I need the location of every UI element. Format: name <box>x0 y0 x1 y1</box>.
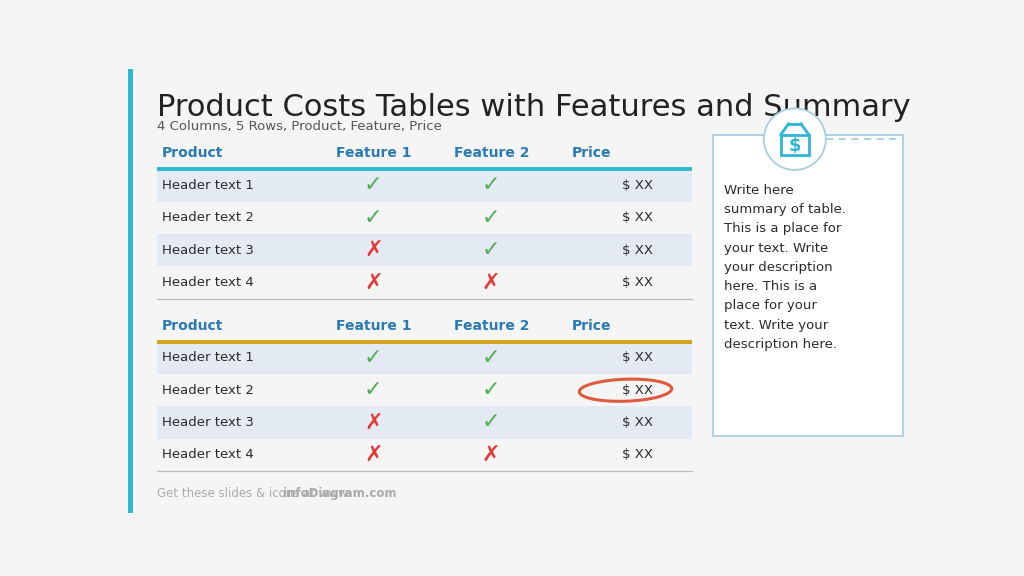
Text: Feature 1: Feature 1 <box>336 146 412 160</box>
Text: ✓: ✓ <box>481 175 501 195</box>
Text: $ XX: $ XX <box>622 384 652 397</box>
Circle shape <box>764 108 825 170</box>
Text: Price: Price <box>571 319 611 332</box>
Bar <box>781 135 809 154</box>
Text: Header text 2: Header text 2 <box>162 384 254 397</box>
Text: ✓: ✓ <box>481 380 501 400</box>
Text: This is a place for: This is a place for <box>724 222 842 236</box>
Text: here. This is a: here. This is a <box>724 280 817 293</box>
Text: ✓: ✓ <box>364 208 383 228</box>
Text: text. Write your: text. Write your <box>724 319 828 332</box>
Text: Header text 3: Header text 3 <box>162 244 254 256</box>
Text: $ XX: $ XX <box>622 276 652 289</box>
Text: place for your: place for your <box>724 300 817 312</box>
Text: ✓: ✓ <box>481 208 501 228</box>
Bar <box>158 407 692 439</box>
Text: ✗: ✗ <box>364 412 383 433</box>
Text: $ XX: $ XX <box>622 179 652 192</box>
Text: ✗: ✗ <box>364 272 383 293</box>
Text: Header text 3: Header text 3 <box>162 416 254 429</box>
Text: Header text 4: Header text 4 <box>162 448 254 461</box>
Text: Header text 1: Header text 1 <box>162 179 254 192</box>
Bar <box>158 202 692 234</box>
Text: Feature 1: Feature 1 <box>336 319 412 332</box>
Text: Feature 2: Feature 2 <box>454 146 529 160</box>
Text: Product: Product <box>162 146 223 160</box>
Bar <box>158 439 692 471</box>
Text: ✓: ✓ <box>481 240 501 260</box>
Text: Feature 2: Feature 2 <box>454 319 529 332</box>
Text: your text. Write: your text. Write <box>724 241 828 255</box>
Text: Product: Product <box>162 319 223 332</box>
Text: description here.: description here. <box>724 338 837 351</box>
Text: ✓: ✓ <box>481 412 501 433</box>
Text: Header text 4: Header text 4 <box>162 276 254 289</box>
Bar <box>158 234 692 266</box>
Bar <box>158 374 692 407</box>
Text: Write here: Write here <box>724 184 794 197</box>
Text: Get these slides & icons at www.: Get these slides & icons at www. <box>158 487 351 501</box>
Bar <box>128 69 133 513</box>
Bar <box>158 342 692 374</box>
Text: your description: your description <box>724 261 833 274</box>
Text: $ XX: $ XX <box>622 448 652 461</box>
Text: infoDiagram.com: infoDiagram.com <box>283 487 396 501</box>
Text: Header text 1: Header text 1 <box>162 351 254 365</box>
Text: ✓: ✓ <box>364 175 383 195</box>
Text: ✓: ✓ <box>481 348 501 368</box>
Text: 4 Columns, 5 Rows, Product, Feature, Price: 4 Columns, 5 Rows, Product, Feature, Pri… <box>158 120 442 133</box>
Text: ✓: ✓ <box>364 348 383 368</box>
Text: ✗: ✗ <box>481 445 501 465</box>
Text: ✗: ✗ <box>364 240 383 260</box>
Text: Product Costs Tables with Features and Summary: Product Costs Tables with Features and S… <box>158 93 911 122</box>
Text: $: $ <box>788 137 801 155</box>
Text: Header text 2: Header text 2 <box>162 211 254 224</box>
Text: summary of table.: summary of table. <box>724 203 846 216</box>
Text: ✓: ✓ <box>364 380 383 400</box>
Text: $ XX: $ XX <box>622 244 652 256</box>
Text: $ XX: $ XX <box>622 351 652 365</box>
Text: ✗: ✗ <box>481 272 501 293</box>
Text: $ XX: $ XX <box>622 211 652 224</box>
Text: Price: Price <box>571 146 611 160</box>
Text: $ XX: $ XX <box>622 416 652 429</box>
Bar <box>158 266 692 298</box>
Bar <box>158 169 692 202</box>
Text: ✗: ✗ <box>364 445 383 465</box>
Bar <box>713 135 903 435</box>
